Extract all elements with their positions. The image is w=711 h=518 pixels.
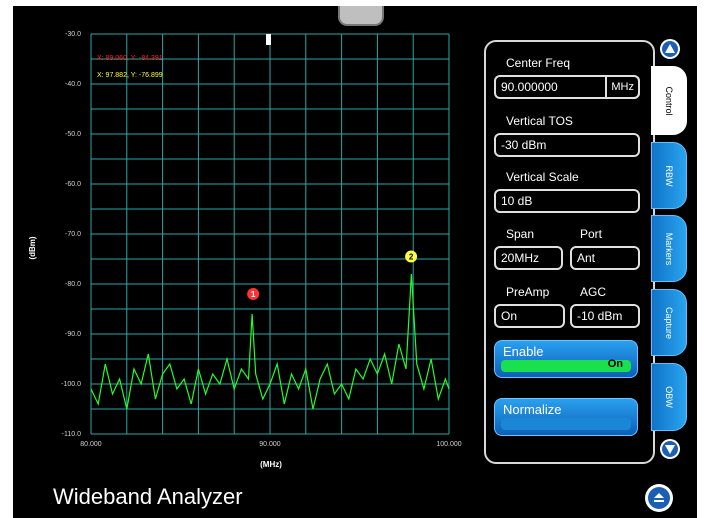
x-axis-label: (MHz) — [260, 460, 282, 469]
center-freq-label: Center Freq — [506, 56, 571, 70]
y-axis-label: (dBm) — [28, 236, 37, 259]
marker-id-label: 1 — [251, 290, 256, 299]
control-panel: Center Freq 90.000000 MHz Vertical TOS -… — [484, 40, 655, 464]
chart-grid — [90, 33, 450, 435]
marker-dot — [247, 287, 260, 300]
normalize-bar — [501, 418, 631, 430]
top-pull-tab[interactable] — [338, 6, 384, 26]
tab-rbw[interactable]: RBW — [651, 142, 687, 209]
preamp-label: PreAmp — [506, 285, 550, 299]
y-tick-label: -100.0 — [61, 381, 81, 388]
marker-1-readout: X: 89.060, Y: -84.391 — [97, 55, 163, 62]
span-label: Span — [506, 227, 535, 241]
normalize-label: Normalize — [503, 402, 562, 417]
center-freq-unit[interactable]: MHz — [605, 75, 640, 99]
triangle-down-icon — [665, 445, 675, 454]
enable-state: On — [607, 358, 623, 370]
scroll-down-button[interactable] — [660, 439, 680, 459]
marker-id-label: 2 — [409, 252, 414, 261]
x-tick-labels: 80.000 90.000 100.000 — [80, 441, 461, 448]
x-tick-label: 80.000 — [80, 441, 102, 448]
normalize-button[interactable]: Normalize — [494, 398, 638, 436]
tab-capture[interactable]: Capture — [651, 289, 687, 356]
tab-obw-label: OBW — [664, 386, 674, 408]
marker-dot — [405, 250, 418, 263]
y-tick-label: -80.0 — [65, 281, 81, 288]
enable-toggle-bar: On — [501, 358, 631, 372]
x-tick-label: 90.000 — [259, 441, 281, 448]
center-freq-field[interactable]: 90.000000 MHz — [494, 75, 640, 99]
triangle-up-icon — [665, 44, 675, 53]
enable-button[interactable]: Enable On — [494, 340, 638, 378]
y-tick-labels: -30.0 -40.0 -50.0 -60.0 -70.0 -80.0 -90.0 -100.… — [61, 31, 81, 438]
vertical-scale-label: Vertical Scale — [506, 170, 579, 184]
tab-control[interactable]: Control — [651, 66, 687, 135]
chevron-up-icon — [654, 493, 664, 502]
preamp-field[interactable]: On — [494, 304, 565, 328]
tab-capture-label: Capture — [664, 306, 674, 339]
y-tick-label: -110.0 — [62, 431, 81, 438]
tab-markers[interactable]: Markers — [651, 215, 687, 282]
agc-label: AGC — [580, 285, 607, 299]
y-tick-label: -30.0 — [65, 31, 81, 38]
tab-markers-label: Markers — [664, 232, 674, 265]
vertical-scale-field[interactable]: 10 dB — [494, 189, 640, 213]
tab-rbw-label: RBW — [664, 165, 674, 186]
vertical-tos-field[interactable]: -30 dBm — [494, 133, 640, 157]
enable-label: Enable — [503, 344, 544, 359]
y-tick-label: -60.0 — [65, 181, 81, 188]
spectrum-trace — [90, 273, 450, 410]
marker-1: 1 — [247, 287, 260, 300]
center-freq-value: 90.000000 — [501, 80, 558, 94]
markers: 12 — [247, 250, 418, 300]
y-tick-label: -90.0 — [65, 331, 81, 338]
vertical-tos-label: Vertical TOS — [506, 114, 573, 128]
app-title: Wideband Analyzer — [53, 484, 243, 509]
port-field[interactable]: Ant — [570, 246, 640, 270]
y-tick-label: -40.0 — [65, 81, 81, 88]
tab-obw[interactable]: OBW — [651, 363, 687, 431]
agc-field[interactable]: -10 dBm — [570, 304, 640, 328]
y-tick-label: -50.0 — [65, 131, 81, 138]
tab-control-label: Control — [664, 85, 674, 116]
scroll-up-button[interactable] — [660, 39, 680, 59]
collapse-button[interactable] — [645, 484, 673, 512]
center-freq-indicator[interactable] — [266, 34, 271, 45]
marker-2: 2 — [405, 250, 418, 263]
span-field[interactable]: 20MHz — [494, 246, 563, 270]
y-tick-label: -70.0 — [65, 231, 81, 238]
analyzer-screen: -30.0 -40.0 -50.0 -60.0 -70.0 -80.0 -90.0 -100.… — [13, 6, 697, 518]
spectrum-chart: -30.0 -40.0 -50.0 -60.0 -70.0 -80.0 -90.0 -100.… — [28, 31, 462, 469]
x-tick-label: 100.000 — [436, 441, 461, 448]
marker-2-readout: X: 97.882, Y: -76.899 — [97, 72, 163, 79]
port-label: Port — [580, 227, 603, 241]
